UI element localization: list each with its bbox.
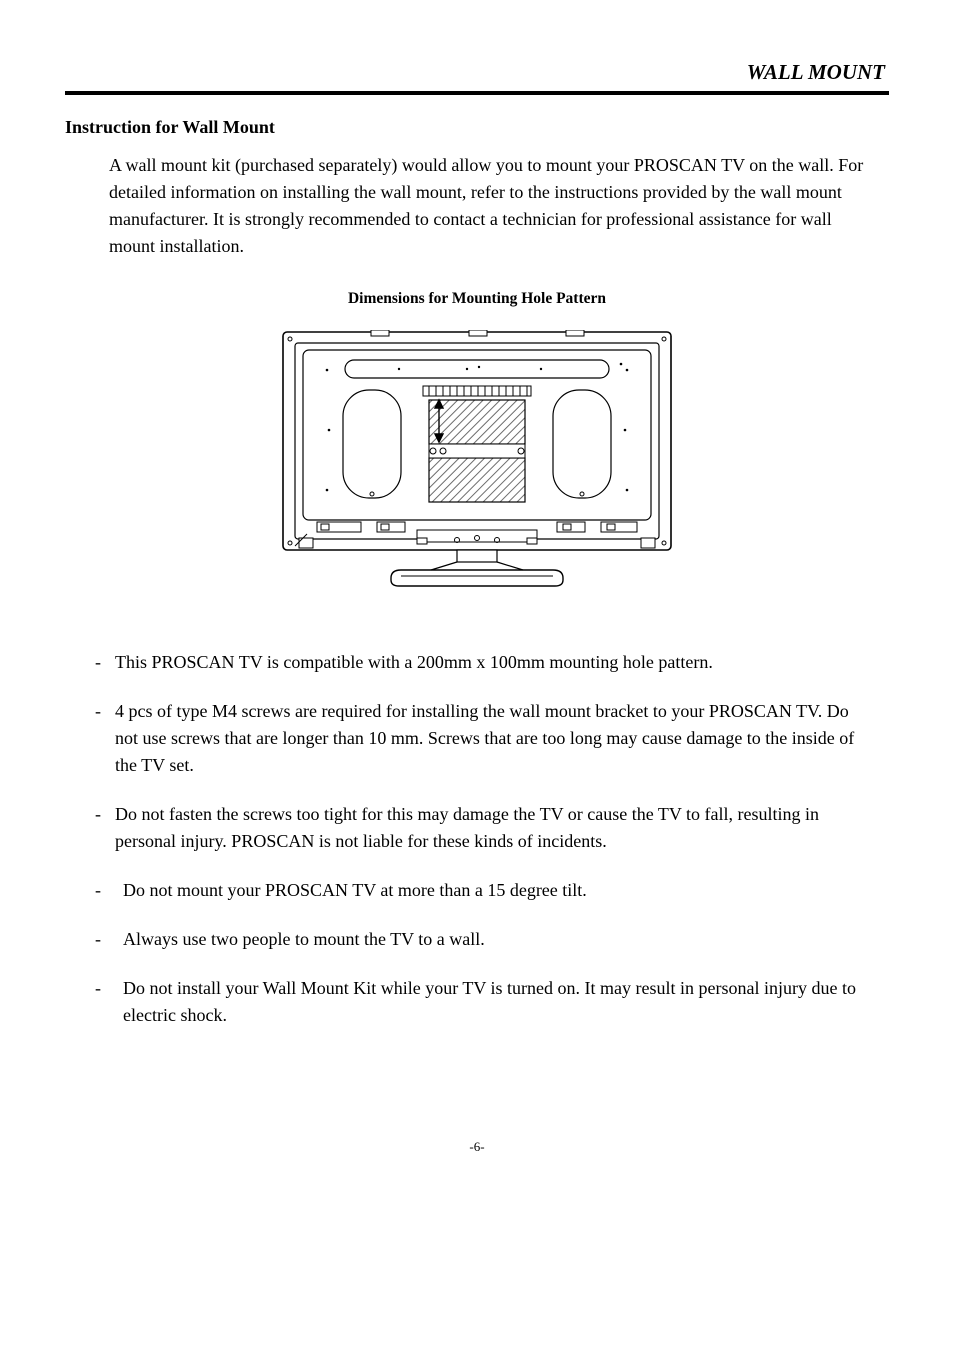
page-header-title: WALL MOUNT <box>65 60 889 85</box>
bullet-dash: - <box>95 877 123 904</box>
bullet-text: This PROSCAN TV is compatible with a 200… <box>115 649 869 676</box>
intro-paragraph: A wall mount kit (purchased separately) … <box>109 152 869 260</box>
bullet-list: - This PROSCAN TV is compatible with a 2… <box>95 649 869 1029</box>
list-item: - Do not fasten the screws too tight for… <box>95 801 869 855</box>
bullet-text: 4 pcs of type M4 screws are required for… <box>115 698 869 779</box>
bullet-dash: - <box>95 698 115 779</box>
bullet-dash: - <box>95 801 115 855</box>
list-item: - 4 pcs of type M4 screws are required f… <box>95 698 869 779</box>
list-item: - Do not mount your PROSCAN TV at more t… <box>95 877 869 904</box>
bullet-dash: - <box>95 926 123 953</box>
list-item: - Always use two people to mount the TV … <box>95 926 869 953</box>
bullet-text: Do not mount your PROSCAN TV at more tha… <box>123 877 869 904</box>
bullet-text: Do not fasten the screws too tight for t… <box>115 801 869 855</box>
bullet-dash: - <box>95 975 123 1029</box>
bullet-text: Do not install your Wall Mount Kit while… <box>123 975 869 1029</box>
header-rule <box>65 91 889 95</box>
section-title: Instruction for Wall Mount <box>65 117 889 138</box>
page-number: -6- <box>65 1139 889 1155</box>
list-item: - This PROSCAN TV is compatible with a 2… <box>95 649 869 676</box>
bullet-dash: - <box>95 649 115 676</box>
list-item: - Do not install your Wall Mount Kit whi… <box>95 975 869 1029</box>
diagram-caption: Dimensions for Mounting Hole Pattern <box>65 290 889 308</box>
tv-back-diagram <box>281 330 673 595</box>
bullet-text: Always use two people to mount the TV to… <box>123 926 869 953</box>
